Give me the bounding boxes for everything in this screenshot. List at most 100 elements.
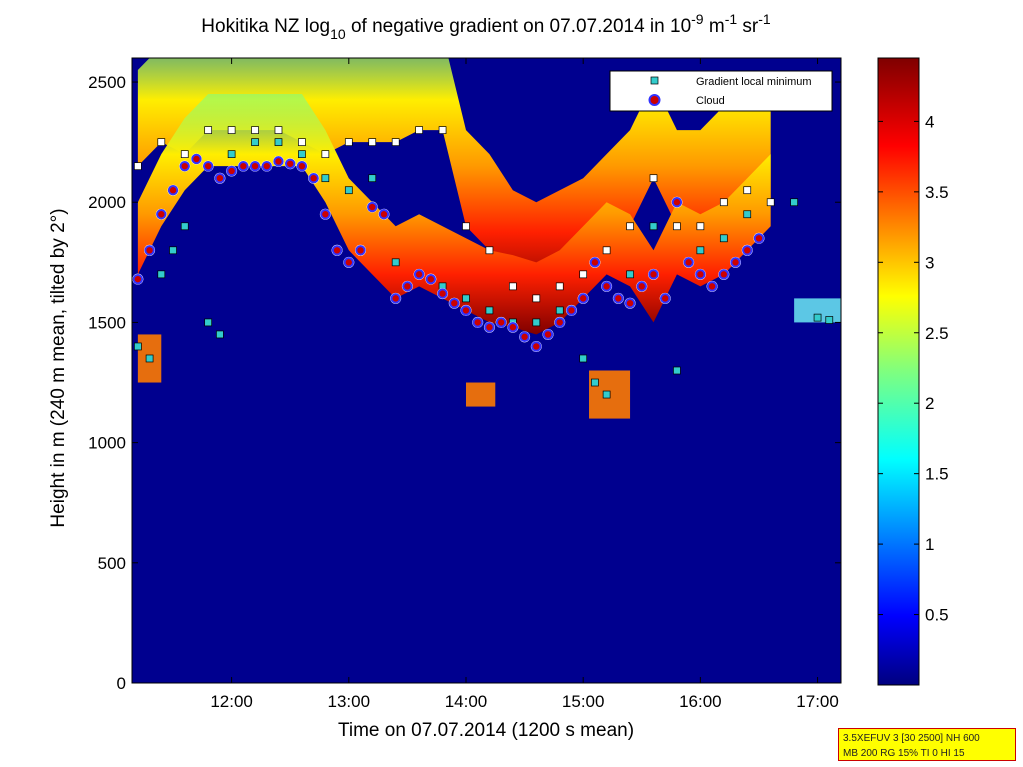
- gradient-min-point: [204, 318, 213, 327]
- gradient-min-point: [180, 222, 189, 231]
- colorbar: [877, 57, 920, 686]
- cloud-point: [425, 273, 437, 285]
- cloud-point: [144, 245, 155, 256]
- upper-layer-point: [438, 126, 447, 134]
- upper-layer-point: [204, 126, 213, 134]
- upper-layer-point: [673, 222, 681, 231]
- cb-tick-label-7: 4: [925, 112, 934, 131]
- cloud-point: [191, 153, 202, 165]
- gradient-min-point: [462, 294, 470, 303]
- cloud-point: [742, 245, 753, 256]
- colorbar-ticks: 0.5 1 1.5 2 2.5 3 3.5 4: [878, 112, 949, 625]
- cloud-point: [449, 297, 460, 309]
- cloud-point: [249, 160, 261, 172]
- gradient-min-point: [602, 390, 611, 399]
- cloud-point: [179, 160, 190, 172]
- cloud-point: [613, 293, 624, 304]
- info-line-1: 3.5XEFUV 3 [30 2500] NH 600: [843, 733, 980, 744]
- gradient-min-point: [813, 313, 822, 322]
- gradient-min-point: [579, 354, 588, 363]
- cloud-point: [589, 257, 601, 268]
- upper-layer-point: [696, 222, 705, 231]
- gradient-min-point: [368, 174, 377, 183]
- cloud-point: [660, 293, 671, 304]
- y-tick-label-2: 1000: [88, 434, 126, 453]
- cloud-point: [331, 245, 343, 256]
- cb-tick-label-5: 3: [925, 253, 934, 272]
- upper-layer-point: [602, 246, 611, 255]
- cloud-point: [718, 269, 730, 280]
- y-tick-label-1: 500: [98, 554, 126, 573]
- cb-tick-label-2: 1.5: [925, 465, 949, 484]
- y-axis: 0 500 1000 1500 2000 2500: [88, 73, 841, 693]
- cloud-point: [671, 197, 683, 208]
- upper-layer-point: [134, 162, 142, 171]
- title-sup3: -1: [758, 11, 771, 27]
- y-tick-label-3: 1500: [88, 313, 126, 332]
- x-tick-label-5: 17:00: [796, 692, 839, 711]
- x-tick-label-3: 15:00: [562, 692, 605, 711]
- gradient-min-point: [134, 342, 142, 351]
- gradient-min-point: [743, 210, 752, 219]
- upper-layer-point: [251, 126, 259, 134]
- cloud-point: [577, 293, 589, 304]
- cloud-point: [390, 293, 401, 304]
- gradient-min-point: [532, 318, 541, 327]
- cloud-point: [261, 160, 272, 172]
- upper-layer-point: [743, 186, 752, 195]
- upper-layer-point: [391, 138, 400, 146]
- cloud-point: [214, 172, 226, 184]
- upper-layer-point: [719, 198, 728, 207]
- gradient-min-point: [719, 234, 728, 243]
- cloud-point: [706, 281, 718, 292]
- cloud-point: [460, 305, 472, 316]
- upper-layer-point: [532, 294, 541, 303]
- gradient-min-point: [825, 316, 834, 324]
- gradient-min-point: [673, 366, 681, 375]
- cb-tick-label-4: 2.5: [925, 324, 949, 343]
- gradient-min-point: [649, 222, 658, 231]
- gradient-min-point: [555, 306, 564, 315]
- cloud-point: [484, 322, 495, 333]
- markers: [132, 126, 834, 399]
- cloud-point: [367, 201, 378, 213]
- gradient-min-point: [321, 174, 330, 183]
- title-sup1: -9: [691, 11, 704, 27]
- upper-layer-point: [298, 138, 306, 146]
- gradient-min-point: [157, 270, 166, 279]
- gradient-min-point: [274, 138, 283, 146]
- upper-layer-point: [766, 198, 775, 207]
- cloud-point: [624, 297, 636, 309]
- cloud-point: [495, 317, 507, 328]
- y-axis-title: Height in m (240 m mean, tilted by 2°): [48, 208, 69, 527]
- cloud-point: [378, 209, 390, 220]
- cb-tick-label-3: 2: [925, 394, 934, 413]
- upper-layer-point: [485, 246, 494, 255]
- lower-layer-band: [137, 94, 771, 335]
- chart-title: Hokitika NZ log10 of negative gradient o…: [201, 11, 771, 42]
- title-unit2: sr: [737, 16, 759, 37]
- cloud-point: [156, 209, 167, 220]
- upper-layer-point: [509, 282, 517, 291]
- cloud-point: [601, 281, 612, 292]
- gradient-min-point: [298, 150, 306, 159]
- title-unit1: m: [704, 16, 725, 37]
- upper-layer-point: [180, 150, 189, 159]
- legend-label-gradient: Gradient local minimum: [696, 76, 812, 88]
- gradient-min-point: [227, 150, 236, 159]
- gradient-min-point: [251, 138, 259, 146]
- gradient-min-point: [391, 258, 400, 267]
- cloud-point: [507, 322, 519, 333]
- cloud-point: [402, 281, 413, 292]
- cloud-point: [320, 209, 331, 220]
- legend-label-cloud: Cloud: [696, 95, 725, 107]
- gradient-min-point: [485, 306, 494, 315]
- cloud-point: [273, 156, 284, 167]
- cloud-point: [238, 160, 249, 172]
- legend: Gradient local minimum Cloud: [609, 70, 833, 112]
- gradient-min-point: [696, 246, 705, 255]
- cloud-point: [167, 185, 179, 196]
- upper-layer-point: [649, 174, 658, 183]
- cloud-point: [226, 165, 237, 177]
